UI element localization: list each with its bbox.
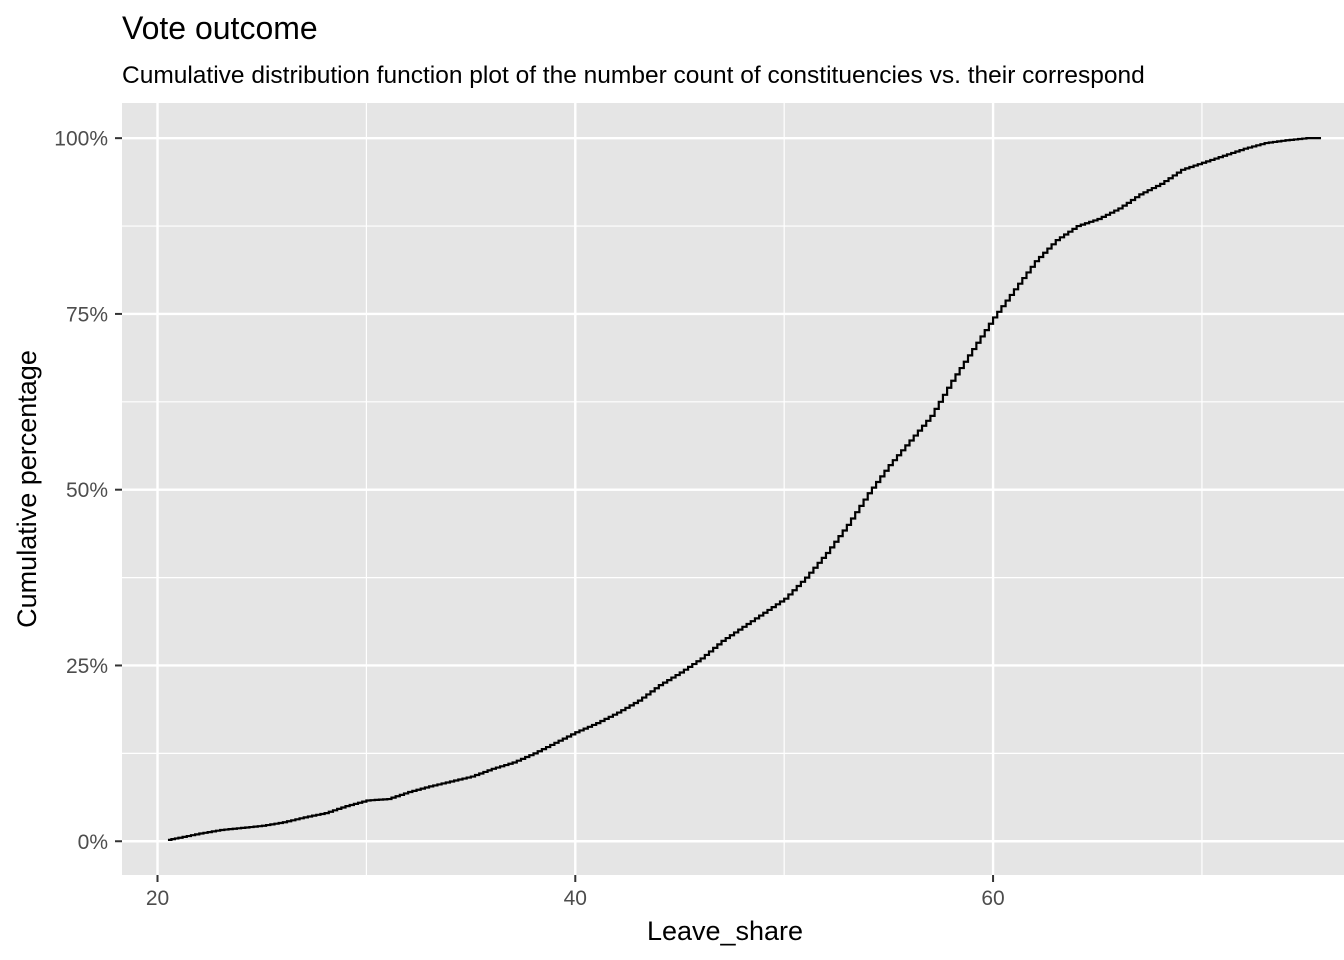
grid-major [122, 103, 1344, 875]
tick-labels: 20 40 60 0% 25% 50% 75% 100% [54, 128, 1004, 910]
cdf-line [167, 137, 1322, 841]
x-tick-label: 20 [146, 887, 169, 910]
chart-title: Vote outcome [122, 10, 318, 46]
y-tick-label: 75% [66, 303, 108, 326]
y-axis-title: Cumulative percentage [12, 350, 42, 628]
x-tick-label: 40 [564, 887, 587, 910]
y-tick-label: 25% [66, 655, 108, 678]
y-tick-label: 100% [54, 128, 108, 151]
y-tick-label: 50% [66, 479, 108, 502]
x-tick-label: 60 [981, 887, 1004, 910]
axis-ticks [115, 137, 995, 882]
chart-subtitle: Cumulative distribution function plot of… [122, 62, 1145, 89]
x-axis-title: Leave_share [647, 916, 803, 946]
y-tick-label: 0% [78, 831, 108, 854]
